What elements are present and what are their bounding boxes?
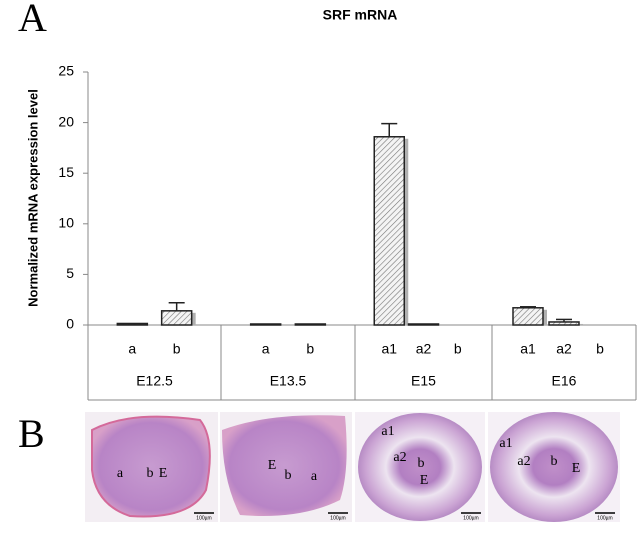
micrographs [85,412,620,522]
category-label: b [173,341,181,357]
bar [116,322,149,326]
image-label: E [420,473,429,488]
category-label: a1 [381,341,397,357]
image-label: E [268,458,277,473]
y-tick-label: 25 [58,63,74,79]
chart-title: SRF mRNA [323,7,398,23]
image-label: a [117,466,124,481]
bar [373,136,405,326]
image-label: b [551,454,558,469]
category-label: b [306,341,314,357]
image-label: a1 [499,436,512,451]
image-label: E [159,466,168,481]
group-label: E12.5 [136,373,173,389]
error-bar [556,318,572,322]
error-bar [520,306,536,308]
category-label: b [454,341,462,357]
y-axis-label: Normalized mRNA expression level [25,89,40,307]
bar [548,321,580,326]
tissue [490,412,618,522]
category-label: a2 [416,341,432,357]
tissue [222,415,347,516]
image-label: E [572,461,581,476]
y-tick-label: 0 [66,316,74,332]
image-label: b [147,466,154,481]
image-label: b [418,456,425,471]
y-tick-label: 20 [58,113,74,129]
image-label: a [311,469,318,484]
panel-label: B [18,411,45,456]
bar [407,323,440,326]
category-label: a [128,341,136,357]
bar [294,323,327,326]
panel-label: A [18,0,47,40]
category-label: a2 [556,341,572,357]
scale-label: 100µm [196,515,211,521]
bar [249,323,282,326]
group-label: E13.5 [270,373,307,389]
y-tick-label: 10 [58,215,74,231]
image-label: b [285,468,292,483]
bar [160,310,193,326]
tissue [91,415,211,518]
scale-label: 100µm [597,515,612,521]
group-label: E16 [552,373,577,389]
image-label: a2 [517,454,530,469]
image-label: a1 [381,424,394,439]
scale-label: 100µm [330,515,345,521]
bar [512,307,544,326]
y-tick-label: 5 [66,265,74,281]
group-label: E15 [411,373,436,389]
tissue [358,413,482,521]
error-bar [381,122,398,137]
error-bar [168,301,185,311]
category-label: a [262,341,270,357]
y-tick-label: 15 [58,164,74,180]
scale-label: 100µm [463,515,478,521]
category-label: b [596,341,604,357]
category-label: a1 [520,341,536,357]
image-label: a2 [393,450,406,465]
